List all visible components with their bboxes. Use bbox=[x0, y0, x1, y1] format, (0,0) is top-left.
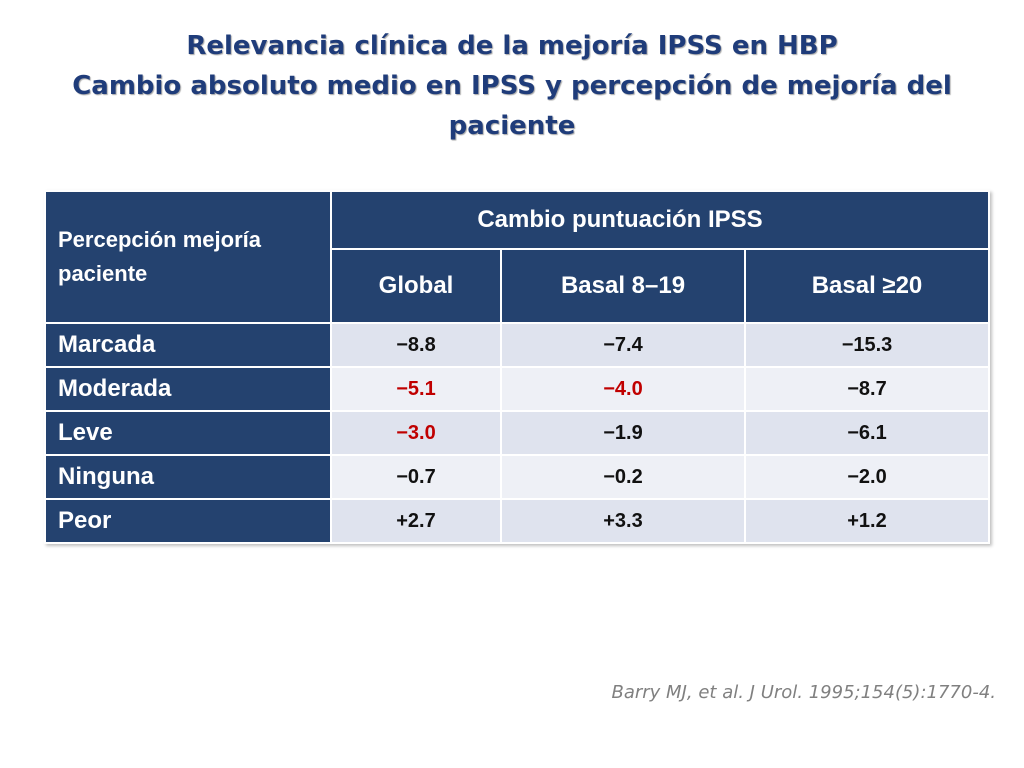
column-header-basal-20: Basal ≥20 bbox=[744, 248, 990, 324]
reference-citation: Barry MJ, et al. J Urol. 1995;154(5):177… bbox=[611, 682, 997, 703]
table-cell: −2.0 bbox=[744, 454, 990, 500]
table-cell: −4.0 bbox=[500, 366, 746, 412]
title-line-1: Relevancia clínica de la mejoría IPSS en… bbox=[186, 31, 838, 61]
column-header-basal-8-19: Basal 8–19 bbox=[500, 248, 746, 324]
title-line-2: Cambio absoluto medio en IPSS y percepci… bbox=[72, 71, 952, 101]
table-row: Peor +2.7 +3.3 +1.2 bbox=[44, 498, 990, 544]
table-cell: +3.3 bbox=[500, 498, 746, 544]
row-label: Leve bbox=[44, 410, 332, 456]
table-cell: −5.1 bbox=[330, 366, 502, 412]
table-cell: −8.7 bbox=[744, 366, 990, 412]
table-cell: +2.7 bbox=[330, 498, 502, 544]
table-cell: −8.8 bbox=[330, 322, 502, 368]
table-row: Leve −3.0 −1.9 −6.1 bbox=[44, 410, 990, 456]
table-cell: −15.3 bbox=[744, 322, 990, 368]
row-label: Moderada bbox=[44, 366, 332, 412]
slide-title: Relevancia clínica de la mejoría IPSS en… bbox=[40, 26, 984, 146]
row-label: Peor bbox=[44, 498, 332, 544]
table-row: Marcada −8.8 −7.4 −15.3 bbox=[44, 322, 990, 368]
column-header-global: Global bbox=[330, 248, 502, 324]
table-cell: −3.0 bbox=[330, 410, 502, 456]
title-line-3: paciente bbox=[448, 111, 576, 141]
table-row: Moderada −5.1 −4.0 −8.7 bbox=[44, 366, 990, 412]
table-cell: −1.9 bbox=[500, 410, 746, 456]
table-cell: −6.1 bbox=[744, 410, 990, 456]
row-label: Ninguna bbox=[44, 454, 332, 500]
table-cell: +1.2 bbox=[744, 498, 990, 544]
table-cell: −7.4 bbox=[500, 322, 746, 368]
corner-header: Percepción mejoría paciente bbox=[44, 190, 332, 324]
table-row: Ninguna −0.7 −0.2 −2.0 bbox=[44, 454, 990, 500]
table-cell: −0.7 bbox=[330, 454, 502, 500]
table-cell: −0.2 bbox=[500, 454, 746, 500]
ipss-table: Percepción mejoría paciente Cambio puntu… bbox=[44, 190, 990, 544]
group-header: Cambio puntuación IPSS bbox=[330, 190, 990, 250]
row-label: Marcada bbox=[44, 322, 332, 368]
